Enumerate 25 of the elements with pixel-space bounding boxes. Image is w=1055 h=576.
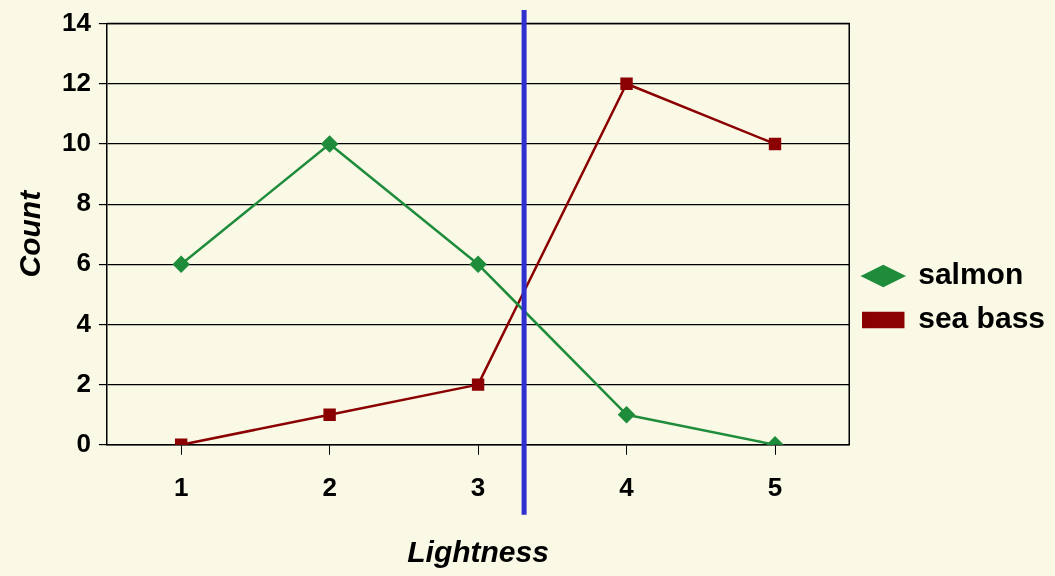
point [768, 137, 782, 151]
legend-label: salmon [918, 257, 1024, 291]
y-tick-label: 6 [76, 247, 91, 278]
y-tick-label: 14 [62, 6, 92, 37]
point [618, 406, 635, 423]
point [471, 378, 485, 391]
point [172, 256, 190, 273]
y-tick-label: 4 [76, 307, 92, 338]
x-tick-label: 4 [619, 471, 635, 502]
point [321, 135, 338, 153]
x-tick-label: 1 [173, 471, 189, 502]
y-tick-label: 2 [76, 367, 91, 398]
point [323, 408, 336, 421]
x-axis-title: Lightness [407, 535, 549, 569]
y-axis-title: Count [13, 188, 47, 278]
point [469, 256, 487, 273]
x-tick-label: 5 [767, 471, 783, 502]
x-tick-label: 2 [322, 471, 337, 502]
y-tick-label: 12 [62, 66, 91, 97]
y-tick-label: 10 [62, 127, 91, 158]
y-tick-label: 8 [76, 187, 91, 218]
point [620, 77, 633, 90]
legend-label: sea bass [918, 301, 1046, 335]
y-tick-label: 0 [76, 427, 91, 458]
x-tick-label: 3 [470, 471, 486, 502]
